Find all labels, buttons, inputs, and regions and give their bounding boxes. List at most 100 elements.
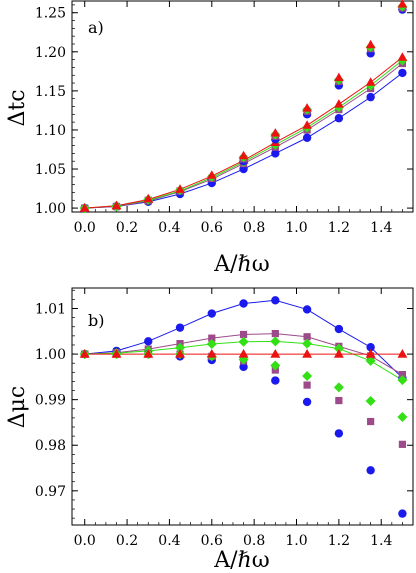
diamond-line-point	[175, 342, 186, 353]
triangle-data-point	[175, 349, 185, 358]
triangle-data-point	[206, 170, 217, 179]
triangle-line-point	[302, 120, 312, 129]
x-tick-label: 0.0	[74, 533, 96, 549]
diamond-line-point	[365, 355, 376, 366]
diamond-line-point	[270, 336, 281, 347]
triangle-data-point	[175, 184, 185, 193]
square-line-point	[271, 329, 279, 338]
circle-data-point	[366, 466, 375, 475]
triangle-data-point	[334, 349, 344, 358]
panel-a-fit-lines	[84, 56, 403, 209]
triangle-data-point	[270, 128, 281, 137]
x-tick-label: 1.4	[370, 220, 392, 236]
x-tick-label: 0.4	[158, 220, 180, 236]
x-tick-label: 1.0	[285, 220, 307, 236]
panel-a: a) 0.0 0.2 0.4 0.6 0.8 1.0 1.2 1.4 1.00 1.05 1.10 1…	[5, 0, 414, 277]
x-tick-label: 0.6	[201, 220, 223, 236]
triangle-data-point	[397, 349, 408, 358]
panel-b-xlabel: A/ℏω	[213, 548, 269, 573]
square-data-point	[398, 440, 407, 448]
triangle-data-point	[143, 349, 154, 358]
circle-line-point	[271, 296, 280, 305]
x-tick-label: 1.0	[285, 533, 307, 549]
panel-a-ylabel: Δtc	[5, 89, 30, 126]
triangle-data-point	[302, 103, 312, 112]
circle-data-point	[302, 397, 312, 407]
circle-line-point	[207, 309, 216, 318]
circle-data-point	[239, 362, 248, 372]
y-tick-label: 1.15	[35, 84, 66, 100]
triangle-data-point	[302, 349, 312, 358]
y-tick-label: 0.98	[35, 438, 66, 454]
circle-line-point	[398, 68, 407, 78]
triangle-data-point	[365, 39, 376, 49]
panel-a-label: a)	[88, 18, 104, 37]
diamond-data-point	[365, 396, 376, 407]
y-tick-label: 1.20	[35, 45, 66, 61]
diamond-line-point	[206, 339, 217, 350]
y-tick-label: 0.97	[35, 484, 66, 500]
panel-a-xlabel: A/ℏω	[213, 252, 269, 277]
panel-a-ticks: 0.0 0.2 0.4 0.6 0.8 1.0 1.2 1.4 1.00 1.05 1.10 1.15…	[35, 1, 413, 236]
triangle-line-point	[397, 52, 408, 61]
circle-line-point	[144, 337, 153, 346]
diamond-line-point	[302, 338, 313, 349]
x-tick-label: 0.6	[201, 533, 223, 549]
triangle-line-point	[365, 77, 376, 86]
diamond-line-point	[238, 336, 249, 347]
triangle-data-point	[365, 349, 376, 358]
circle-line-point	[334, 324, 344, 334]
panel-b-data-points	[79, 296, 408, 518]
x-tick-label: 0.2	[116, 220, 138, 236]
circle-line-point	[366, 343, 375, 352]
diamond-data-point	[270, 360, 281, 371]
triangle-data-point	[79, 203, 90, 212]
diamond-line-point	[397, 375, 408, 386]
x-tick-label: 0.4	[158, 533, 180, 549]
square-data-point	[367, 417, 375, 426]
triangle-line-point	[334, 99, 344, 108]
circle-data-point	[398, 509, 407, 518]
panel-b-frame	[71, 287, 414, 526]
triangle-data-point	[206, 349, 217, 358]
x-tick-label: 0.8	[243, 533, 265, 549]
y-tick-label: 1.10	[35, 123, 66, 139]
diamond-data-point	[333, 382, 344, 393]
x-tick-label: 1.2	[328, 220, 350, 236]
y-tick-label: 1.25	[35, 6, 66, 22]
panel-b-ylabel: Δμc	[5, 386, 30, 429]
y-tick-label: 1.00	[35, 347, 66, 363]
x-tick-label: 0.2	[116, 533, 138, 549]
triangle-data-point	[111, 349, 122, 358]
diamond-data-point	[302, 370, 313, 381]
panel-b-label: b)	[88, 311, 104, 330]
diamond-series-line	[84, 59, 403, 209]
square-line-point	[208, 334, 216, 342]
circle-line-point	[175, 323, 185, 332]
square-series-line	[84, 63, 403, 209]
triangle-data-point	[79, 349, 90, 358]
triangle-data-point	[238, 349, 249, 358]
circle-line-point	[334, 114, 344, 123]
circle-line-point	[366, 92, 375, 102]
panel-a-frame	[71, 0, 414, 213]
square-data-point	[303, 381, 311, 389]
square-line-point	[239, 330, 248, 339]
diamond-data-point	[397, 411, 408, 422]
x-tick-label: 1.2	[328, 533, 350, 549]
y-tick-label: 1.05	[35, 162, 66, 178]
panel-a-data-points	[79, 0, 408, 214]
panel-b: b) 0.0 0.2 0.4 0.6 0.8 1.0 1.2 1.4 0.97 0.98 0.99 1…	[5, 287, 414, 573]
triangle-data-point	[270, 349, 281, 358]
diamond-line-point	[333, 343, 344, 354]
circle-line-point	[302, 133, 312, 142]
y-tick-label: 0.99	[35, 393, 66, 409]
square-line-point	[303, 333, 311, 341]
y-tick-label: 1.01	[35, 302, 66, 318]
triangle-series-line	[84, 56, 403, 209]
x-tick-label: 0.8	[243, 220, 265, 236]
circle-line-point	[239, 299, 248, 308]
circle-line-point	[302, 305, 312, 314]
circle-data-point	[271, 376, 280, 385]
